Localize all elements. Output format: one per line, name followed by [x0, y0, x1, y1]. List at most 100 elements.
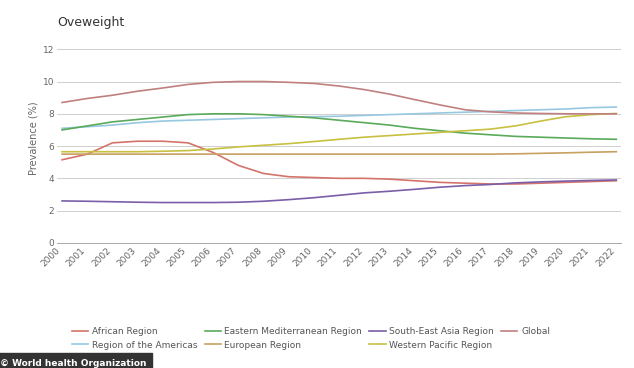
Eastern Mediterranean Region [235, 112, 242, 116]
African Region [285, 174, 293, 179]
South-East Asia Region [134, 200, 141, 205]
Global [134, 89, 141, 93]
Eastern Mediterranean Region [587, 137, 595, 141]
Western Pacific Region [436, 130, 444, 135]
South-East Asia Region [612, 178, 620, 182]
European Region [184, 152, 192, 156]
African Region [159, 139, 167, 144]
European Region [587, 150, 595, 155]
South-East Asia Region [108, 199, 116, 204]
Line: European Region: European Region [62, 152, 616, 154]
Region of the Americas [587, 106, 595, 110]
Western Pacific Region [486, 127, 494, 131]
Region of the Americas [184, 118, 192, 123]
European Region [159, 152, 167, 156]
Western Pacific Region [159, 149, 167, 153]
European Region [58, 152, 66, 156]
Region of the Americas [58, 126, 66, 131]
South-East Asia Region [310, 195, 318, 200]
Global [612, 112, 620, 116]
Region of the Americas [134, 120, 141, 125]
Western Pacific Region [184, 148, 192, 153]
African Region [411, 178, 418, 183]
African Region [184, 141, 192, 145]
Region of the Americas [537, 107, 545, 112]
African Region [436, 180, 444, 185]
Global [587, 112, 595, 116]
Western Pacific Region [587, 112, 595, 117]
European Region [512, 152, 519, 156]
Region of the Americas [361, 113, 368, 118]
European Region [486, 152, 494, 156]
Line: Region of the Americas: Region of the Americas [62, 107, 616, 128]
South-East Asia Region [235, 200, 242, 205]
European Region [612, 149, 620, 154]
Eastern Mediterranean Region [411, 126, 418, 131]
South-East Asia Region [462, 183, 469, 188]
Global [335, 84, 343, 88]
Western Pacific Region [462, 128, 469, 133]
African Region [260, 171, 268, 176]
Eastern Mediterranean Region [361, 120, 368, 125]
Eastern Mediterranean Region [335, 118, 343, 123]
African Region [587, 179, 595, 184]
Eastern Mediterranean Region [537, 135, 545, 139]
Region of the Americas [108, 123, 116, 127]
South-East Asia Region [260, 199, 268, 204]
South-East Asia Region [84, 199, 91, 204]
European Region [108, 152, 116, 156]
Western Pacific Region [108, 149, 116, 154]
Western Pacific Region [58, 149, 66, 154]
Text: Oveweight: Oveweight [57, 16, 124, 29]
Eastern Mediterranean Region [310, 116, 318, 120]
European Region [335, 152, 343, 156]
South-East Asia Region [562, 179, 570, 183]
Global [209, 80, 217, 85]
European Region [285, 152, 293, 156]
Eastern Mediterranean Region [285, 114, 293, 118]
European Region [84, 152, 91, 156]
European Region [260, 152, 268, 156]
Western Pacific Region [385, 133, 393, 138]
Western Pacific Region [134, 149, 141, 154]
Legend: African Region, Region of the Americas, Eastern Mediterranean Region, European R: African Region, Region of the Americas, … [72, 327, 550, 350]
European Region [462, 152, 469, 156]
Region of the Americas [411, 112, 418, 116]
European Region [235, 152, 242, 156]
Region of the Americas [235, 116, 242, 121]
Global [84, 96, 91, 101]
European Region [562, 151, 570, 155]
European Region [209, 152, 217, 156]
Global [512, 111, 519, 115]
African Region [235, 163, 242, 168]
Region of the Americas [562, 107, 570, 111]
Region of the Americas [159, 119, 167, 123]
Eastern Mediterranean Region [108, 120, 116, 124]
South-East Asia Region [411, 187, 418, 191]
African Region [537, 181, 545, 185]
African Region [84, 152, 91, 156]
Global [385, 92, 393, 96]
Line: South-East Asia Region: South-East Asia Region [62, 180, 616, 202]
Line: Western Pacific Region: Western Pacific Region [62, 113, 616, 152]
Global [184, 82, 192, 86]
Eastern Mediterranean Region [486, 132, 494, 137]
Western Pacific Region [84, 149, 91, 154]
Global [411, 98, 418, 102]
African Region [209, 150, 217, 155]
African Region [361, 176, 368, 181]
European Region [361, 152, 368, 156]
Western Pacific Region [512, 124, 519, 128]
African Region [562, 180, 570, 185]
Eastern Mediterranean Region [385, 123, 393, 127]
Region of the Americas [486, 109, 494, 114]
Western Pacific Region [562, 114, 570, 119]
European Region [310, 152, 318, 156]
Global [462, 107, 469, 112]
Global [436, 103, 444, 107]
European Region [436, 152, 444, 156]
Global [260, 79, 268, 84]
Western Pacific Region [235, 145, 242, 149]
Western Pacific Region [285, 141, 293, 146]
South-East Asia Region [184, 200, 192, 205]
